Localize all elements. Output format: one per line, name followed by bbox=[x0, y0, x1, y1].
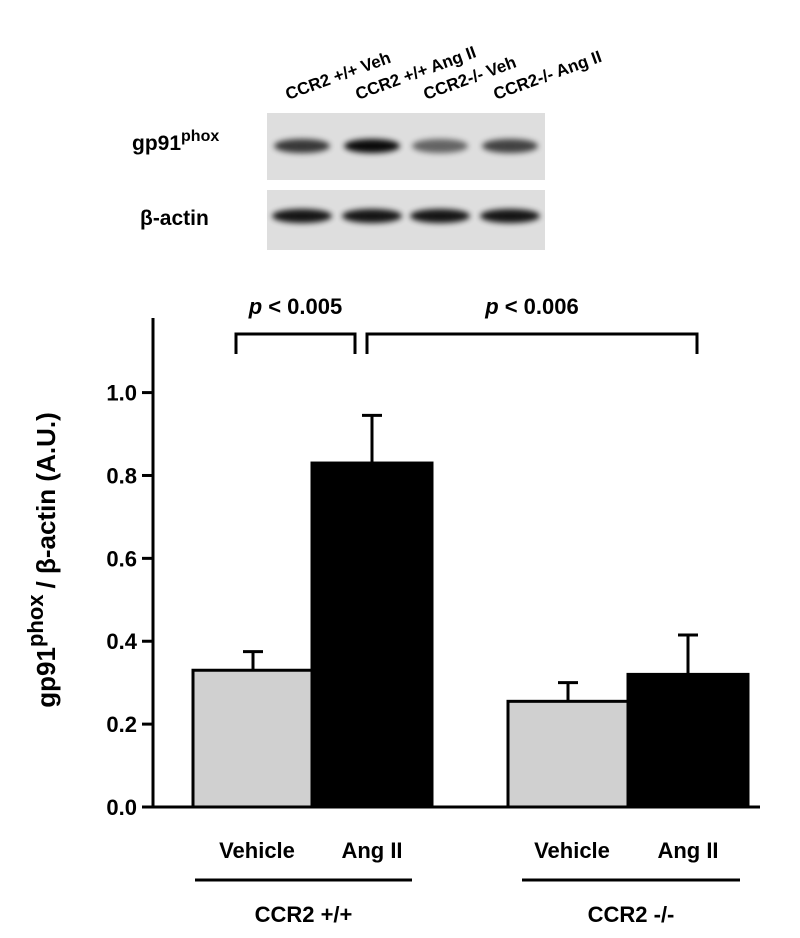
significance-label: p < 0.006 bbox=[484, 294, 578, 319]
group-label: CCR2 -/- bbox=[588, 902, 675, 927]
blot-band bbox=[342, 209, 402, 223]
p-symbol: p bbox=[248, 294, 262, 319]
row-label-main: gp91 bbox=[132, 132, 181, 155]
row-label-sup: phox bbox=[181, 128, 219, 145]
bar bbox=[626, 672, 750, 809]
p-symbol: p bbox=[484, 294, 498, 319]
blot-band bbox=[412, 139, 468, 153]
y-tick-label: 1.0 bbox=[106, 381, 137, 406]
y-tick-label: 0.8 bbox=[106, 463, 137, 488]
x-tick-label: Vehicle bbox=[534, 838, 610, 863]
x-tick-label: Ang II bbox=[341, 838, 402, 863]
blot-band bbox=[272, 209, 332, 223]
group-label: CCR2 +/+ bbox=[255, 902, 353, 927]
x-tick-label: Vehicle bbox=[219, 838, 295, 863]
blot-band bbox=[344, 139, 400, 153]
y-label-rest: / β-actin (A.U.) bbox=[31, 412, 61, 588]
y-label-sup: phox bbox=[23, 594, 48, 647]
significance-bracket bbox=[234, 332, 357, 354]
blot-row-label: gp91phox bbox=[132, 128, 219, 155]
x-tick-label: Ang II bbox=[657, 838, 718, 863]
significance-bracket bbox=[365, 332, 699, 354]
significance-label: p < 0.005 bbox=[248, 294, 342, 319]
blot-band bbox=[410, 209, 470, 223]
p-value: < 0.005 bbox=[268, 294, 342, 319]
blot-band bbox=[274, 139, 330, 153]
bar bbox=[506, 699, 630, 809]
y-tick-label: 0.6 bbox=[106, 546, 137, 571]
bar bbox=[191, 668, 315, 809]
y-axis-label: gp91phox / β-actin (A.U.) bbox=[23, 412, 61, 707]
y-tick-label: 0.4 bbox=[106, 629, 137, 654]
y-tick-label: 0.0 bbox=[106, 795, 137, 820]
y-tick-label: 0.2 bbox=[106, 712, 137, 737]
p-value: < 0.006 bbox=[505, 294, 579, 319]
y-label-main: gp91 bbox=[31, 647, 61, 708]
bar bbox=[310, 461, 434, 809]
blot-band bbox=[482, 139, 538, 153]
blot-row-label: β-actin bbox=[140, 207, 209, 230]
row-label-main: β-actin bbox=[140, 207, 209, 230]
blot-band bbox=[480, 209, 540, 223]
